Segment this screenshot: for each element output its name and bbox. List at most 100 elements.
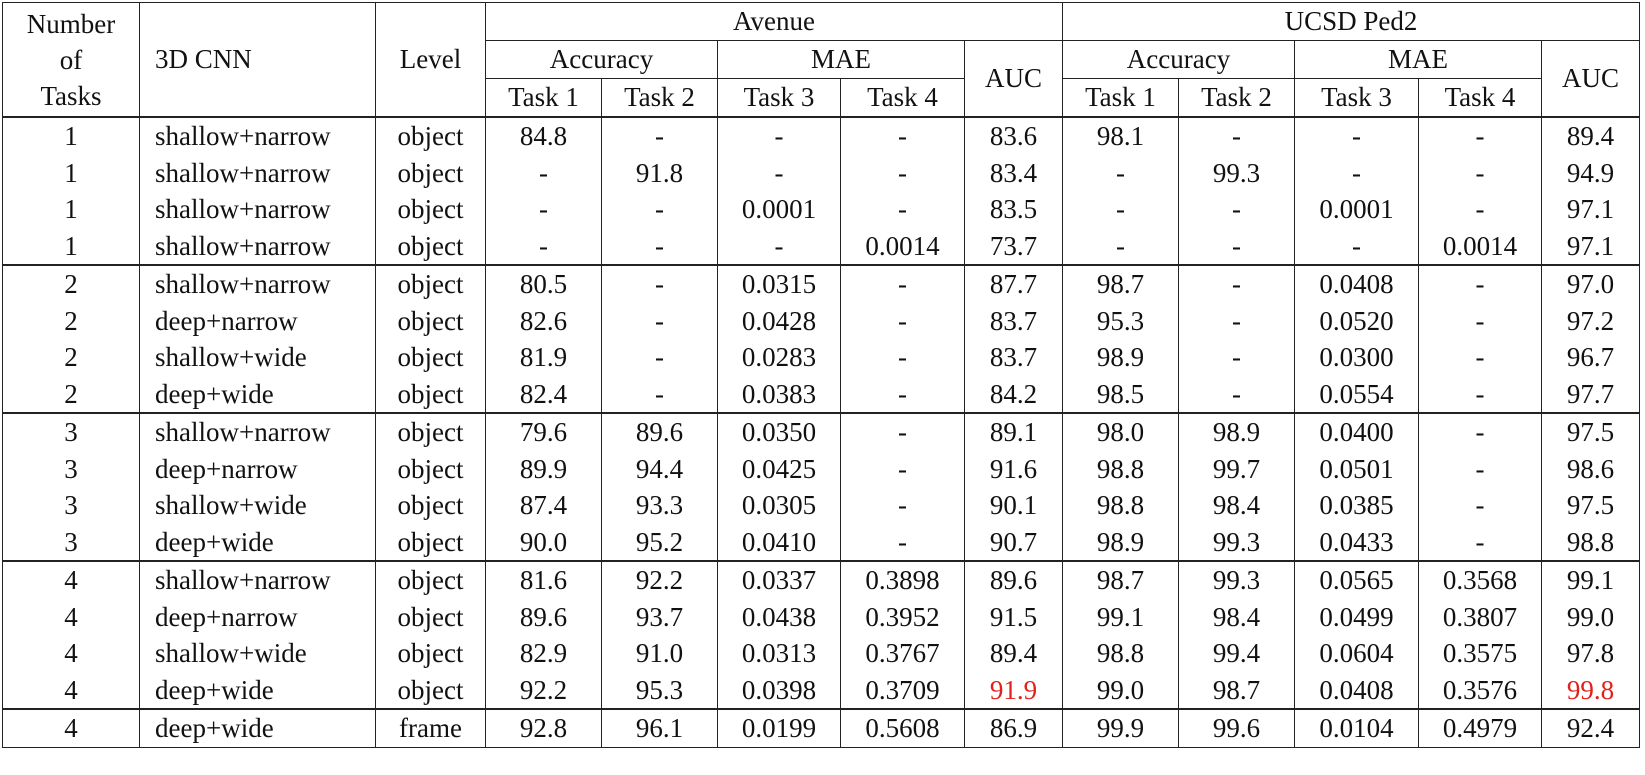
table-cell: 89.9 [485, 450, 602, 487]
row-group: 2 shallow+narrow object 80.5-0.0315-87.7 98.… [2, 265, 1640, 413]
header-row: Task 1 Task 2 Task 3 Task 4 Task 1 Task 2 Task… [3, 78, 1640, 118]
table-cell: - [1418, 117, 1542, 155]
table-cell: deep+narrow [139, 302, 376, 339]
table-cell: - [1418, 265, 1542, 303]
table-cell: - [1418, 302, 1542, 339]
table-cell: object [375, 227, 486, 265]
table-row: 3 deep+narrow object 89.9 94.4 0.0425-91.6 98.… [2, 450, 1640, 487]
table-cell: - [1178, 227, 1295, 265]
table-cell: 83.7 [964, 302, 1063, 339]
table-cell: shallow+narrow [139, 191, 376, 228]
table-cell: 0.0014 [1418, 227, 1542, 265]
table-cell: 99.8 [1541, 671, 1640, 709]
table-row: 4 deep+narrow object 89.6 93.7 0.0438 0.3952 91… [2, 598, 1640, 635]
table-cell: - [1062, 227, 1179, 265]
table-cell: 3 [2, 450, 140, 487]
table-cell: - [840, 154, 965, 191]
table-cell: deep+wide [139, 523, 376, 561]
table-cell: 0.0501 [1294, 450, 1419, 487]
table-cell: 93.7 [601, 598, 718, 635]
table-cell: object [375, 191, 486, 228]
table-cell: 87.4 [485, 487, 602, 524]
table-cell: 0.0337 [717, 561, 841, 599]
table-cell: 4 [2, 561, 140, 599]
table-cell: object [375, 375, 486, 413]
table-cell: shallow+wide [139, 635, 376, 672]
table-cell: 97.5 [1541, 487, 1640, 524]
table-cell: 0.0001 [717, 191, 841, 228]
table-cell: object [375, 635, 486, 672]
table-cell: 0.0565 [1294, 561, 1419, 599]
table-cell: 99.0 [1541, 598, 1640, 635]
table-cell: 0.0385 [1294, 487, 1419, 524]
table-cell: 1 [2, 191, 140, 228]
header-line: Tasks [40, 80, 102, 111]
results-table: Number of Tasks 3D CNN Level Avenue UCSD… [2, 2, 1640, 748]
table-cell: 99.3 [1178, 523, 1295, 561]
table-cell: - [601, 227, 718, 265]
table-cell: 99.6 [1178, 709, 1295, 747]
table-cell: shallow+wide [139, 339, 376, 376]
table-cell: 83.6 [964, 117, 1063, 155]
table-cell: 94.9 [1541, 154, 1640, 191]
table-cell: 0.0383 [717, 375, 841, 413]
table-cell: 0.3709 [840, 671, 965, 709]
table-cell: object [375, 117, 486, 155]
table-cell: 95.2 [601, 523, 718, 561]
table-cell: 0.0104 [1294, 709, 1419, 747]
table-cell: 91.6 [964, 450, 1063, 487]
table-cell: shallow+narrow [139, 154, 376, 191]
table-cell: 98.4 [1178, 598, 1295, 635]
table-cell: - [1062, 154, 1179, 191]
table-cell: 99.3 [1178, 154, 1295, 191]
table-cell: 93.3 [601, 487, 718, 524]
table-cell: 0.3568 [1418, 561, 1542, 599]
table-cell: - [1294, 227, 1419, 265]
table-row: 2 deep+wide object 82.4-0.0383-84.2 98.5-0.0… [2, 375, 1640, 413]
table-cell: 4 [2, 598, 140, 635]
table-cell: 0.0315 [717, 265, 841, 303]
table-cell: 81.9 [485, 339, 602, 376]
table-cell: 0.3767 [840, 635, 965, 672]
table-cell: - [1178, 339, 1295, 376]
table-cell: 95.3 [601, 671, 718, 709]
table-cell: - [601, 191, 718, 228]
table-cell: 83.5 [964, 191, 1063, 228]
table-cell: 89.6 [964, 561, 1063, 599]
table-row: 4 shallow+wide object 82.9 91.0 0.0313 0.3767 8… [2, 635, 1640, 672]
table-cell: 98.4 [1178, 487, 1295, 524]
header-row: Number of Tasks 3D CNN Level Avenue UCSD… [2, 2, 1640, 118]
table-cell: 89.4 [1541, 117, 1640, 155]
table-cell: 97.5 [1541, 413, 1640, 451]
task-header: Task 2 [601, 78, 718, 118]
table-cell: 89.1 [964, 413, 1063, 451]
table-cell: 99.3 [1178, 561, 1295, 599]
table-cell: deep+wide [139, 375, 376, 413]
table-cell: - [840, 191, 965, 228]
table-cell: object [375, 487, 486, 524]
table-cell: 0.0499 [1294, 598, 1419, 635]
table-cell: 97.7 [1541, 375, 1640, 413]
table-cell: 0.0400 [1294, 413, 1419, 451]
table-cell: 97.1 [1541, 191, 1640, 228]
table-cell: 0.0313 [717, 635, 841, 672]
table-cell: 84.2 [964, 375, 1063, 413]
table-cell: 0.3898 [840, 561, 965, 599]
metric-header: AUC [964, 40, 1063, 118]
metric-header: MAE [717, 40, 965, 79]
table-cell: 0.0410 [717, 523, 841, 561]
table-cell: 82.6 [485, 302, 602, 339]
table-cell: 84.8 [485, 117, 602, 155]
table-cell: - [1418, 339, 1542, 376]
table-cell: 83.7 [964, 339, 1063, 376]
table-cell: 98.8 [1062, 450, 1179, 487]
table-cell: shallow+wide [139, 487, 376, 524]
table-cell: 0.0425 [717, 450, 841, 487]
table-cell: 0.0438 [717, 598, 841, 635]
table-cell: 95.3 [1062, 302, 1179, 339]
task-header: Task 4 [1418, 78, 1542, 118]
table-cell: - [840, 413, 965, 451]
metric-header: Accuracy [485, 40, 718, 79]
table-cell: - [1418, 413, 1542, 451]
table-cell: - [1178, 265, 1295, 303]
